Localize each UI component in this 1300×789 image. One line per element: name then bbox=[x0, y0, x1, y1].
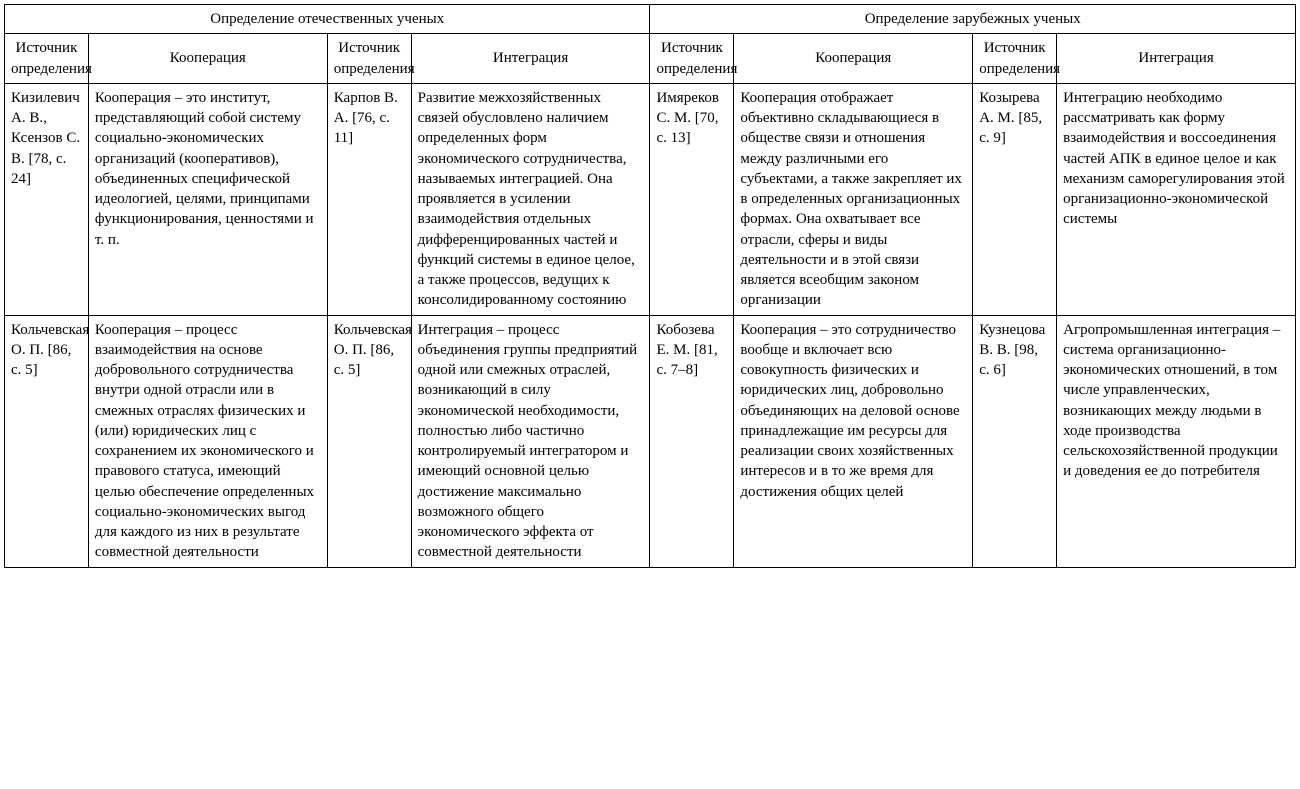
cell-source: Кольчевская О. П. [86, с. 5] bbox=[327, 315, 411, 567]
cell-source: Карпов В. А. [76, с. 11] bbox=[327, 83, 411, 315]
header-group-right: Определение зарубежных ученых bbox=[650, 5, 1296, 34]
table-header-row-1: Определение отечественных ученых Определ… bbox=[5, 5, 1296, 34]
header-source: Источник определения bbox=[327, 34, 411, 84]
header-cooperation: Кооперация bbox=[734, 34, 973, 84]
cell-cooperation: Кооперация – это институт, представляющи… bbox=[88, 83, 327, 315]
header-integration: Интеграция bbox=[411, 34, 650, 84]
table-row: Кизилевич А. В., Ксензов С. В. [78, с. 2… bbox=[5, 83, 1296, 315]
cell-integration: Агропромышленная интеграция – система ор… bbox=[1057, 315, 1296, 567]
cell-integration: Развитие межхозяйственных связей обуслов… bbox=[411, 83, 650, 315]
header-integration: Интеграция bbox=[1057, 34, 1296, 84]
cell-source: Кизилевич А. В., Ксензов С. В. [78, с. 2… bbox=[5, 83, 89, 315]
cell-integration: Интеграцию необходимо рассматривать как … bbox=[1057, 83, 1296, 315]
cell-source: Козырева А. М. [85, с. 9] bbox=[973, 83, 1057, 315]
cell-source: Кузнецова В. В. [98, с. 6] bbox=[973, 315, 1057, 567]
header-source: Источник определения bbox=[5, 34, 89, 84]
table-header-row-2: Источник определения Кооперация Источник… bbox=[5, 34, 1296, 84]
cell-source: Имяреков С. М. [70, с. 13] bbox=[650, 83, 734, 315]
cell-source: Кобозева Е. М. [81, с. 7–8] bbox=[650, 315, 734, 567]
cell-source: Кольчевская О. П. [86, с. 5] bbox=[5, 315, 89, 567]
cell-cooperation: Кооперация отображает объективно складыв… bbox=[734, 83, 973, 315]
cell-integration: Интеграция – процесс объединения группы … bbox=[411, 315, 650, 567]
header-source: Источник определения bbox=[650, 34, 734, 84]
cell-cooperation: Кооперация – процесс взаимодействия на о… bbox=[88, 315, 327, 567]
header-group-left: Определение отечественных ученых bbox=[5, 5, 650, 34]
header-cooperation: Кооперация bbox=[88, 34, 327, 84]
table-row: Кольчевская О. П. [86, с. 5] Кооперация … bbox=[5, 315, 1296, 567]
header-source: Источник определения bbox=[973, 34, 1057, 84]
cell-cooperation: Кооперация – это сотрудничество вообще и… bbox=[734, 315, 973, 567]
definitions-table: Определение отечественных ученых Определ… bbox=[4, 4, 1296, 568]
